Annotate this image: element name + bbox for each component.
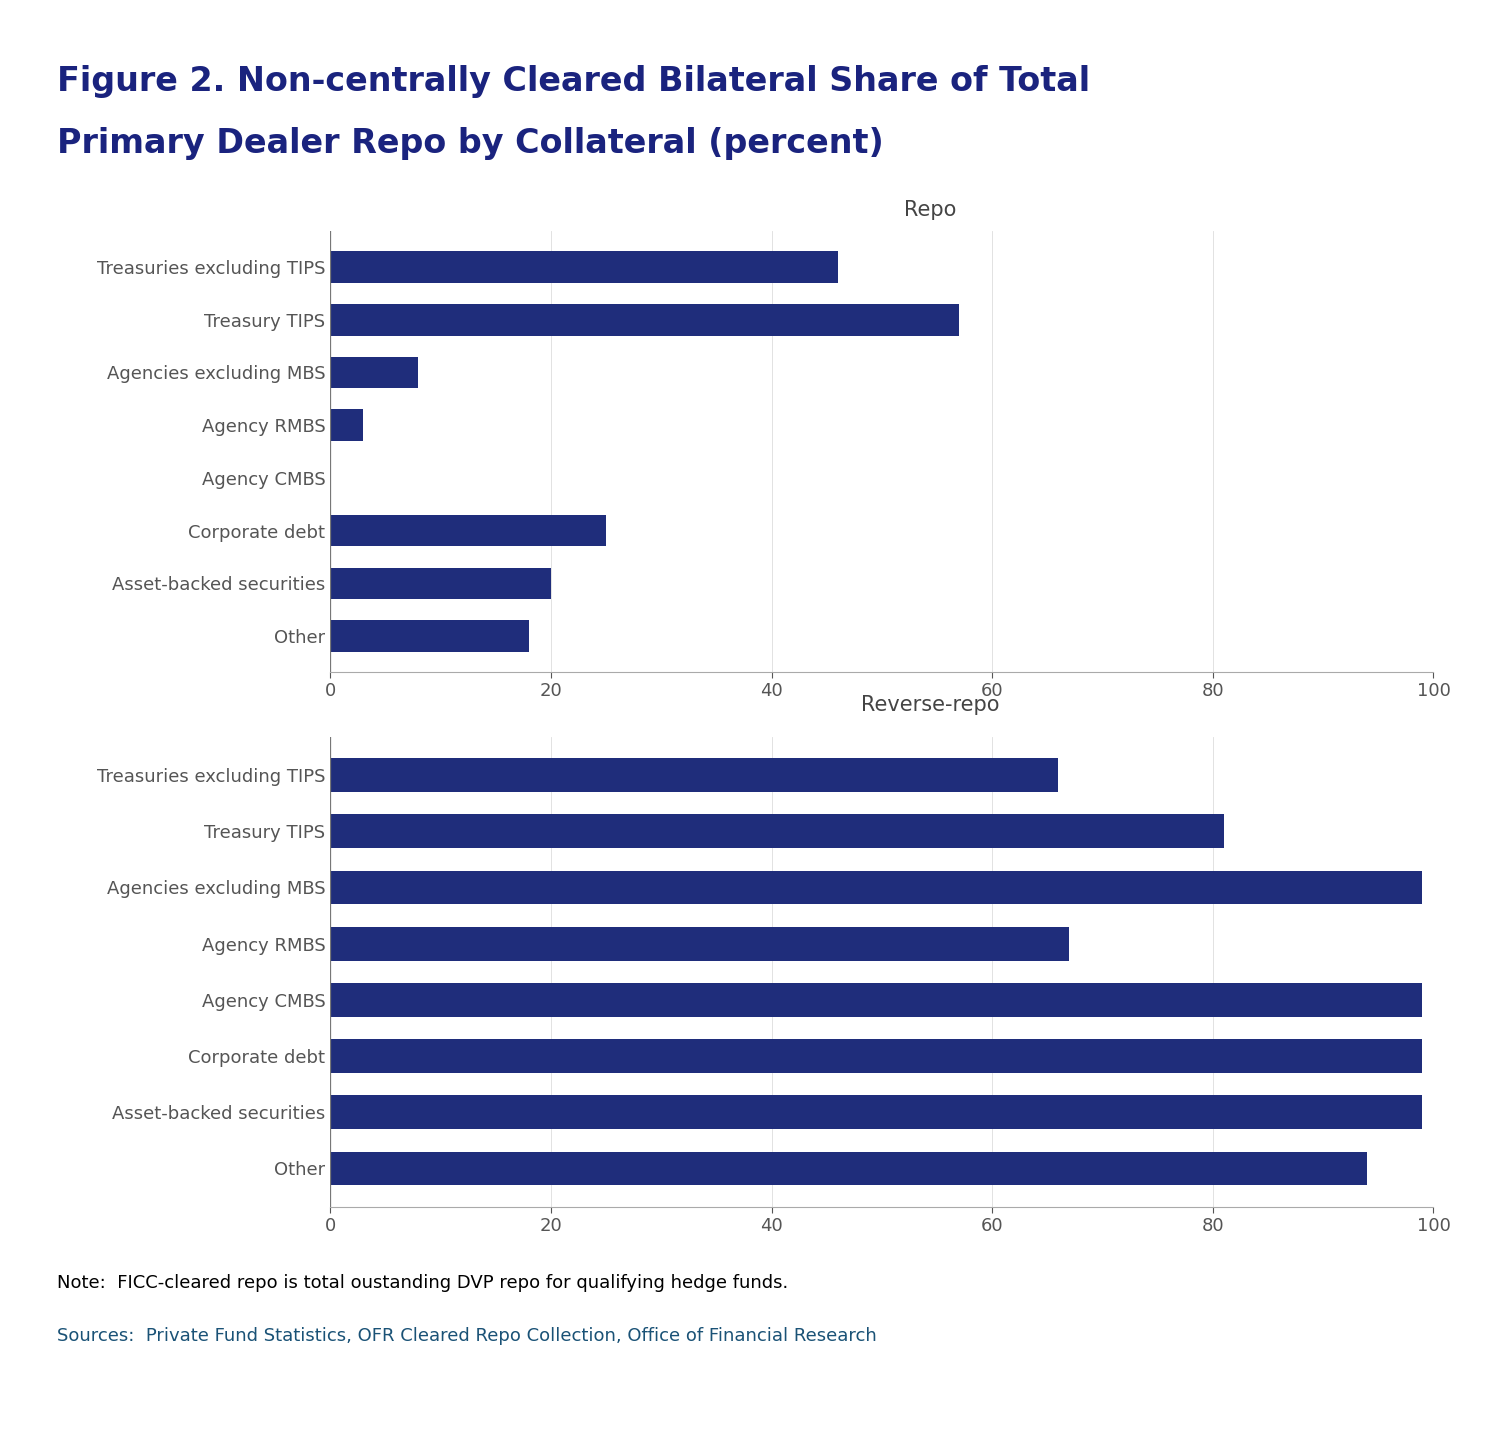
Bar bbox=[330, 1095, 1423, 1129]
Text: Primary Dealer Repo by Collateral (percent): Primary Dealer Repo by Collateral (perce… bbox=[57, 127, 884, 160]
Text: Note:  FICC-cleared repo is total oustanding DVP repo for qualifying hedge funds: Note: FICC-cleared repo is total oustand… bbox=[57, 1274, 788, 1292]
Bar bbox=[330, 568, 551, 600]
Bar bbox=[330, 357, 419, 389]
Bar bbox=[330, 514, 606, 546]
Text: Repo: Repo bbox=[905, 199, 956, 220]
Bar bbox=[330, 926, 1069, 961]
Bar bbox=[330, 303, 959, 335]
Text: Sources:  Private Fund Statistics, OFR Cleared Repo Collection, Office of Financ: Sources: Private Fund Statistics, OFR Cl… bbox=[57, 1327, 877, 1344]
Bar bbox=[330, 871, 1423, 905]
Bar bbox=[330, 620, 528, 652]
Text: Reverse-repo: Reverse-repo bbox=[862, 695, 1000, 715]
Bar bbox=[330, 815, 1223, 848]
Text: Figure 2. Non-centrally Cleared Bilateral Share of Total: Figure 2. Non-centrally Cleared Bilatera… bbox=[57, 65, 1090, 98]
Bar bbox=[330, 983, 1423, 1017]
Bar bbox=[330, 759, 1058, 792]
Bar bbox=[330, 251, 838, 283]
Bar bbox=[330, 1039, 1423, 1072]
Bar bbox=[330, 409, 363, 441]
Bar bbox=[330, 1152, 1367, 1185]
